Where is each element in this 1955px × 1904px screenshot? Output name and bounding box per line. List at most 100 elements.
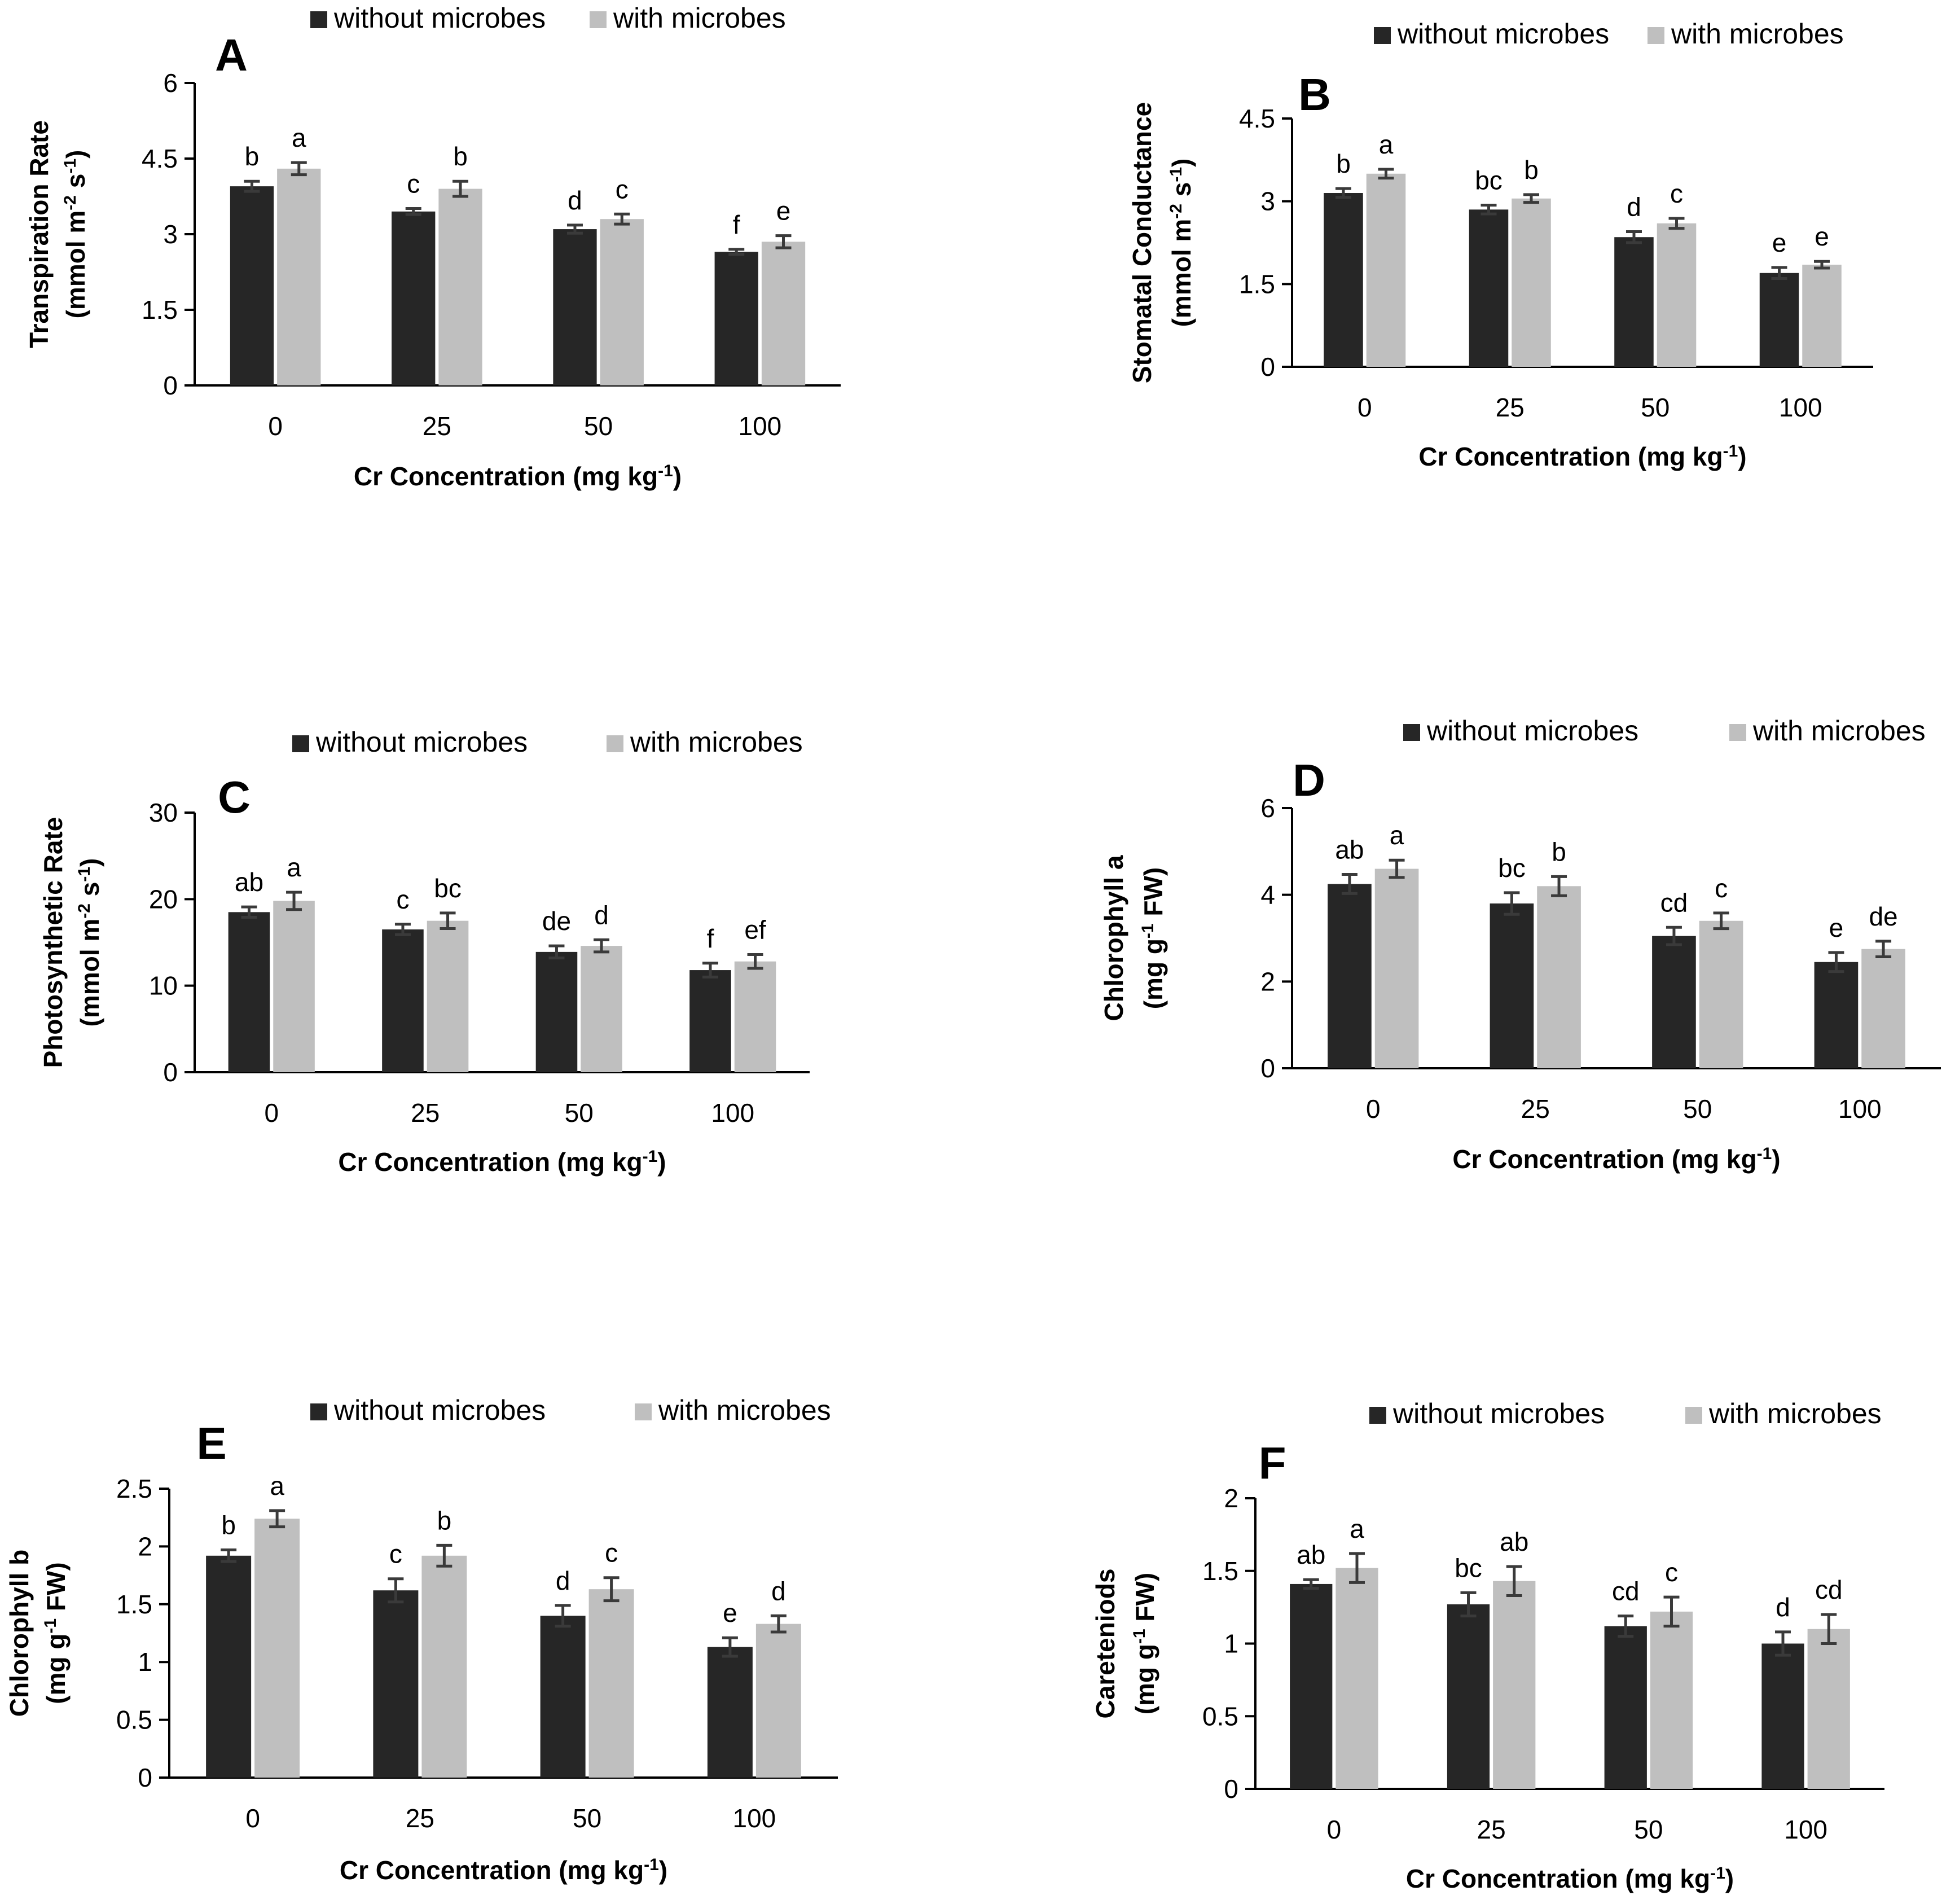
bar-with-microbes [254,1519,300,1778]
y-tick-label: 2 [1224,1484,1238,1513]
bar-with-microbes [427,920,469,1072]
y-tick-label: 0 [1260,352,1275,381]
legend-label-with-microbes: with microbes [630,726,803,758]
bar-with-microbes [1493,1581,1536,1789]
legend-label-without-microbes: without microbes [1426,715,1638,747]
significance-letter: cd [1660,888,1688,917]
legend-swatch-with-microbes [1729,724,1746,741]
error-bar [1828,951,1844,973]
bar-with-microbes [1335,1568,1378,1789]
legend: without microbes with microbes [1403,715,1926,747]
significance-letter: bc [1475,166,1503,195]
y-tick-label: 1 [138,1647,152,1677]
y-tick-label: 2 [1260,967,1275,996]
error-bar [405,207,421,216]
y-tick-label: 6 [1260,793,1275,823]
x-tick-label: 0 [264,1098,279,1128]
error-bar [1506,1565,1522,1598]
y-axis-title-line-1: Stomatal Conductance [1127,102,1157,383]
y-tick-label: 0 [138,1763,152,1792]
significance-letter: c [407,169,420,198]
x-tick-label: 25 [411,1098,440,1128]
x-tick-label: 50 [1641,393,1670,422]
x-tick-label: 100 [733,1804,776,1833]
y-tick-label: 0.5 [1202,1701,1238,1731]
y-tick-label: 10 [149,971,178,1001]
error-bar [770,1614,787,1634]
significance-letter: f [733,210,740,239]
x-tick-label: 25 [406,1804,434,1833]
bar-with-microbes [761,242,806,385]
significance-letter: ab [1297,1540,1325,1569]
x-tick-label: 0 [1327,1815,1342,1844]
significance-letter: d [771,1576,786,1605]
y-axis-title-line-1: Careteniods [1091,1569,1120,1719]
significance-letter: cd [1612,1577,1640,1606]
x-axis-title: Cr Concentration (mg kg-1) [1418,442,1746,472]
error-bar [775,234,792,249]
y-tick-label: 3 [1260,187,1275,216]
bar-without-microbes [373,1590,419,1778]
significance-letter: ab [1335,835,1364,865]
error-bar [1504,891,1520,916]
significance-letter: ef [744,915,766,944]
x-axis-title: Cr Concentration (mg kg-1) [1452,1144,1780,1174]
x-tick-label: 50 [1634,1815,1663,1844]
significance-letter: a [1379,130,1394,159]
legend: without microbes with microbes [310,2,786,34]
bar-without-microbes [230,186,274,385]
error-bar [1378,168,1394,180]
error-bar [1303,1578,1319,1590]
error-bar [1875,940,1892,959]
significance-letter: e [1815,222,1829,251]
error-bar [1341,873,1357,895]
significance-letter: c [605,1538,618,1568]
y-tick-label: 1.5 [142,295,178,324]
significance-letter: a [1390,821,1404,850]
error-bar [747,953,763,970]
significance-letter: d [594,900,609,929]
bar-without-microbes [228,912,270,1072]
y-tick-label: 0 [1260,1054,1275,1083]
x-axis-title: Cr Concentration (mg kg-1) [1406,1864,1734,1894]
bar-with-microbes [1861,949,1905,1068]
bar-without-microbes [1814,962,1859,1068]
legend-swatch-with-microbes [1685,1407,1702,1424]
bar-without-microbes [1761,1643,1804,1789]
y-axis-title-line-1: Transpiration Rate [24,120,54,348]
error-bar [1666,925,1682,946]
bar-with-microbes [1802,265,1842,367]
legend-label-with-microbes: with microbes [613,2,786,34]
significance-letter: e [1772,228,1787,257]
bar-without-microbes [714,252,758,385]
significance-letter: b [453,142,468,171]
error-bar [291,161,307,177]
significance-letter: b [1552,837,1566,866]
significance-letter: a [292,123,306,152]
significance-letter: c [616,174,629,204]
error-bar [1771,266,1787,280]
y-tick-label: 1.5 [116,1590,152,1619]
x-tick-label: 0 [1366,1094,1381,1124]
panel-label: F [1259,1438,1286,1488]
significance-letter: e [776,196,791,226]
x-tick-label: 100 [1838,1094,1882,1124]
bar-without-microbes [1469,209,1509,367]
error-bar [286,890,302,911]
error-bar [566,223,583,235]
significance-letter: de [1869,902,1897,931]
significance-letter: b [221,1511,236,1540]
panel-label: A [215,30,248,80]
error-bar [728,248,745,256]
legend-label-with-microbes: with microbes [658,1394,831,1426]
significance-letter: c [1665,1558,1678,1587]
legend-swatch-without-microbes [1369,1407,1386,1424]
legend-swatch-without-microbes [1403,724,1420,741]
bar-with-microbes [588,1589,634,1778]
bar-with-microbes [421,1555,467,1778]
legend-swatch-without-microbes [292,735,309,752]
error-bar [1814,260,1830,270]
y-tick-label: 6 [163,68,178,98]
